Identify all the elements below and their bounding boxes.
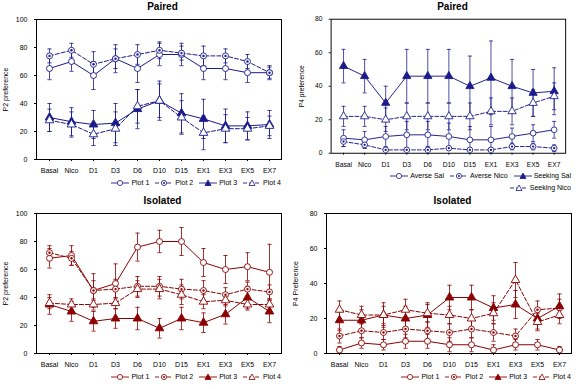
- svg-text:40: 40: [310, 280, 318, 287]
- svg-text:EX1: EX1: [197, 167, 210, 174]
- svg-text:Basal: Basal: [335, 161, 352, 168]
- svg-text:D10: D10: [153, 167, 166, 174]
- html-text:Plot 3: Plot 3: [219, 373, 238, 380]
- html-text:Plot 3: Plot 3: [219, 179, 238, 186]
- html-text:Averse Nico: Averse Nico: [470, 172, 508, 179]
- html-text:Paired: Paired: [147, 1, 178, 12]
- svg-text:P2 preference: P2 preference: [2, 261, 10, 305]
- svg-text:D1: D1: [89, 361, 98, 368]
- svg-text:EX5: EX5: [241, 361, 254, 368]
- svg-text:D3: D3: [111, 167, 120, 174]
- svg-text:EX1: EX1: [197, 361, 210, 368]
- svg-text:Basal: Basal: [41, 167, 59, 174]
- svg-text:60: 60: [315, 49, 323, 56]
- svg-text:D15: D15: [175, 361, 188, 368]
- svg-text:D3: D3: [111, 361, 120, 368]
- svg-text:Nico: Nico: [358, 161, 372, 168]
- html-text:Seeking Nico: Seeking Nico: [529, 184, 571, 191]
- svg-text:D10: D10: [443, 161, 456, 168]
- svg-text:60: 60: [20, 266, 28, 273]
- svg-text:EX1: EX1: [485, 161, 498, 168]
- svg-text:Basal: Basal: [41, 361, 59, 368]
- html-text:Plot 4: Plot 4: [263, 179, 281, 186]
- html-text:Plot 1: Plot 1: [131, 179, 150, 186]
- svg-text:D1: D1: [89, 167, 98, 174]
- svg-text:D3: D3: [401, 361, 410, 368]
- svg-text:EX3: EX3: [219, 361, 232, 368]
- svg-text:EX5: EX5: [527, 161, 540, 168]
- html-text:Plot 2: Plot 2: [175, 179, 194, 186]
- svg-text:D6: D6: [133, 361, 142, 368]
- svg-text:60: 60: [310, 245, 318, 252]
- svg-text:EX5: EX5: [531, 361, 544, 368]
- svg-text:80: 80: [310, 210, 318, 217]
- svg-text:D6: D6: [133, 167, 142, 174]
- svg-text:20: 20: [315, 116, 323, 123]
- html-text:Isolated: Isolated: [143, 195, 182, 206]
- svg-text:20: 20: [310, 315, 318, 322]
- svg-text:EX7: EX7: [548, 161, 561, 168]
- svg-text:D10: D10: [153, 361, 166, 368]
- html-text:Plot 4: Plot 4: [553, 373, 571, 380]
- svg-text:0: 0: [314, 350, 318, 357]
- svg-text:40: 40: [20, 100, 28, 107]
- svg-text:100: 100: [16, 210, 28, 217]
- svg-text:P4 Preference: P4 Preference: [292, 261, 299, 306]
- svg-text:20: 20: [20, 322, 28, 329]
- html-text:Isolated: Isolated: [433, 195, 472, 206]
- svg-text:60: 60: [20, 72, 28, 79]
- svg-text:EX3: EX3: [506, 161, 519, 168]
- svg-text:100: 100: [16, 16, 28, 23]
- svg-text:D1: D1: [381, 161, 390, 168]
- html-text:Plot 2: Plot 2: [175, 373, 194, 380]
- svg-text:20: 20: [20, 128, 28, 135]
- svg-text:D10: D10: [443, 361, 456, 368]
- svg-text:EX7: EX7: [263, 167, 276, 174]
- svg-text:0: 0: [24, 350, 28, 357]
- svg-text:80: 80: [315, 15, 323, 22]
- svg-text:80: 80: [20, 44, 28, 51]
- svg-text:P2 preference: P2 preference: [2, 67, 10, 111]
- html-text:Paired: Paired: [437, 1, 468, 12]
- svg-text:D1: D1: [379, 361, 388, 368]
- svg-text:0: 0: [24, 156, 28, 163]
- svg-text:D15: D15: [465, 361, 478, 368]
- html-text:Plot 3: Plot 3: [509, 373, 528, 380]
- html-text:Plot 1: Plot 1: [421, 373, 440, 380]
- svg-text:80: 80: [20, 238, 28, 245]
- svg-text:Nico: Nico: [64, 167, 78, 174]
- svg-text:D3: D3: [402, 161, 411, 168]
- svg-text:EX5: EX5: [241, 167, 254, 174]
- svg-text:P4 preference: P4 preference: [298, 65, 306, 107]
- svg-text:Nico: Nico: [64, 361, 78, 368]
- svg-text:D15: D15: [175, 167, 188, 174]
- html-text:Plot 1: Plot 1: [131, 373, 150, 380]
- html-text:Plot 2: Plot 2: [465, 373, 484, 380]
- html-text:Plot 4: Plot 4: [263, 373, 281, 380]
- svg-text:EX7: EX7: [263, 361, 276, 368]
- svg-text:D6: D6: [424, 161, 433, 168]
- svg-text:EX3: EX3: [219, 167, 232, 174]
- svg-text:Basal: Basal: [331, 361, 349, 368]
- html-text:Averse Sal: Averse Sal: [410, 172, 444, 179]
- svg-text:EX1: EX1: [487, 361, 500, 368]
- svg-text:40: 40: [315, 82, 323, 89]
- svg-text:40: 40: [20, 294, 28, 301]
- svg-text:D15: D15: [464, 161, 477, 168]
- svg-text:D6: D6: [423, 361, 432, 368]
- svg-text:0: 0: [319, 149, 323, 156]
- svg-text:EX3: EX3: [509, 361, 522, 368]
- svg-text:EX7: EX7: [553, 361, 566, 368]
- svg-text:Nico: Nico: [354, 361, 368, 368]
- html-text:Seeking Sal: Seeking Sal: [533, 172, 571, 179]
